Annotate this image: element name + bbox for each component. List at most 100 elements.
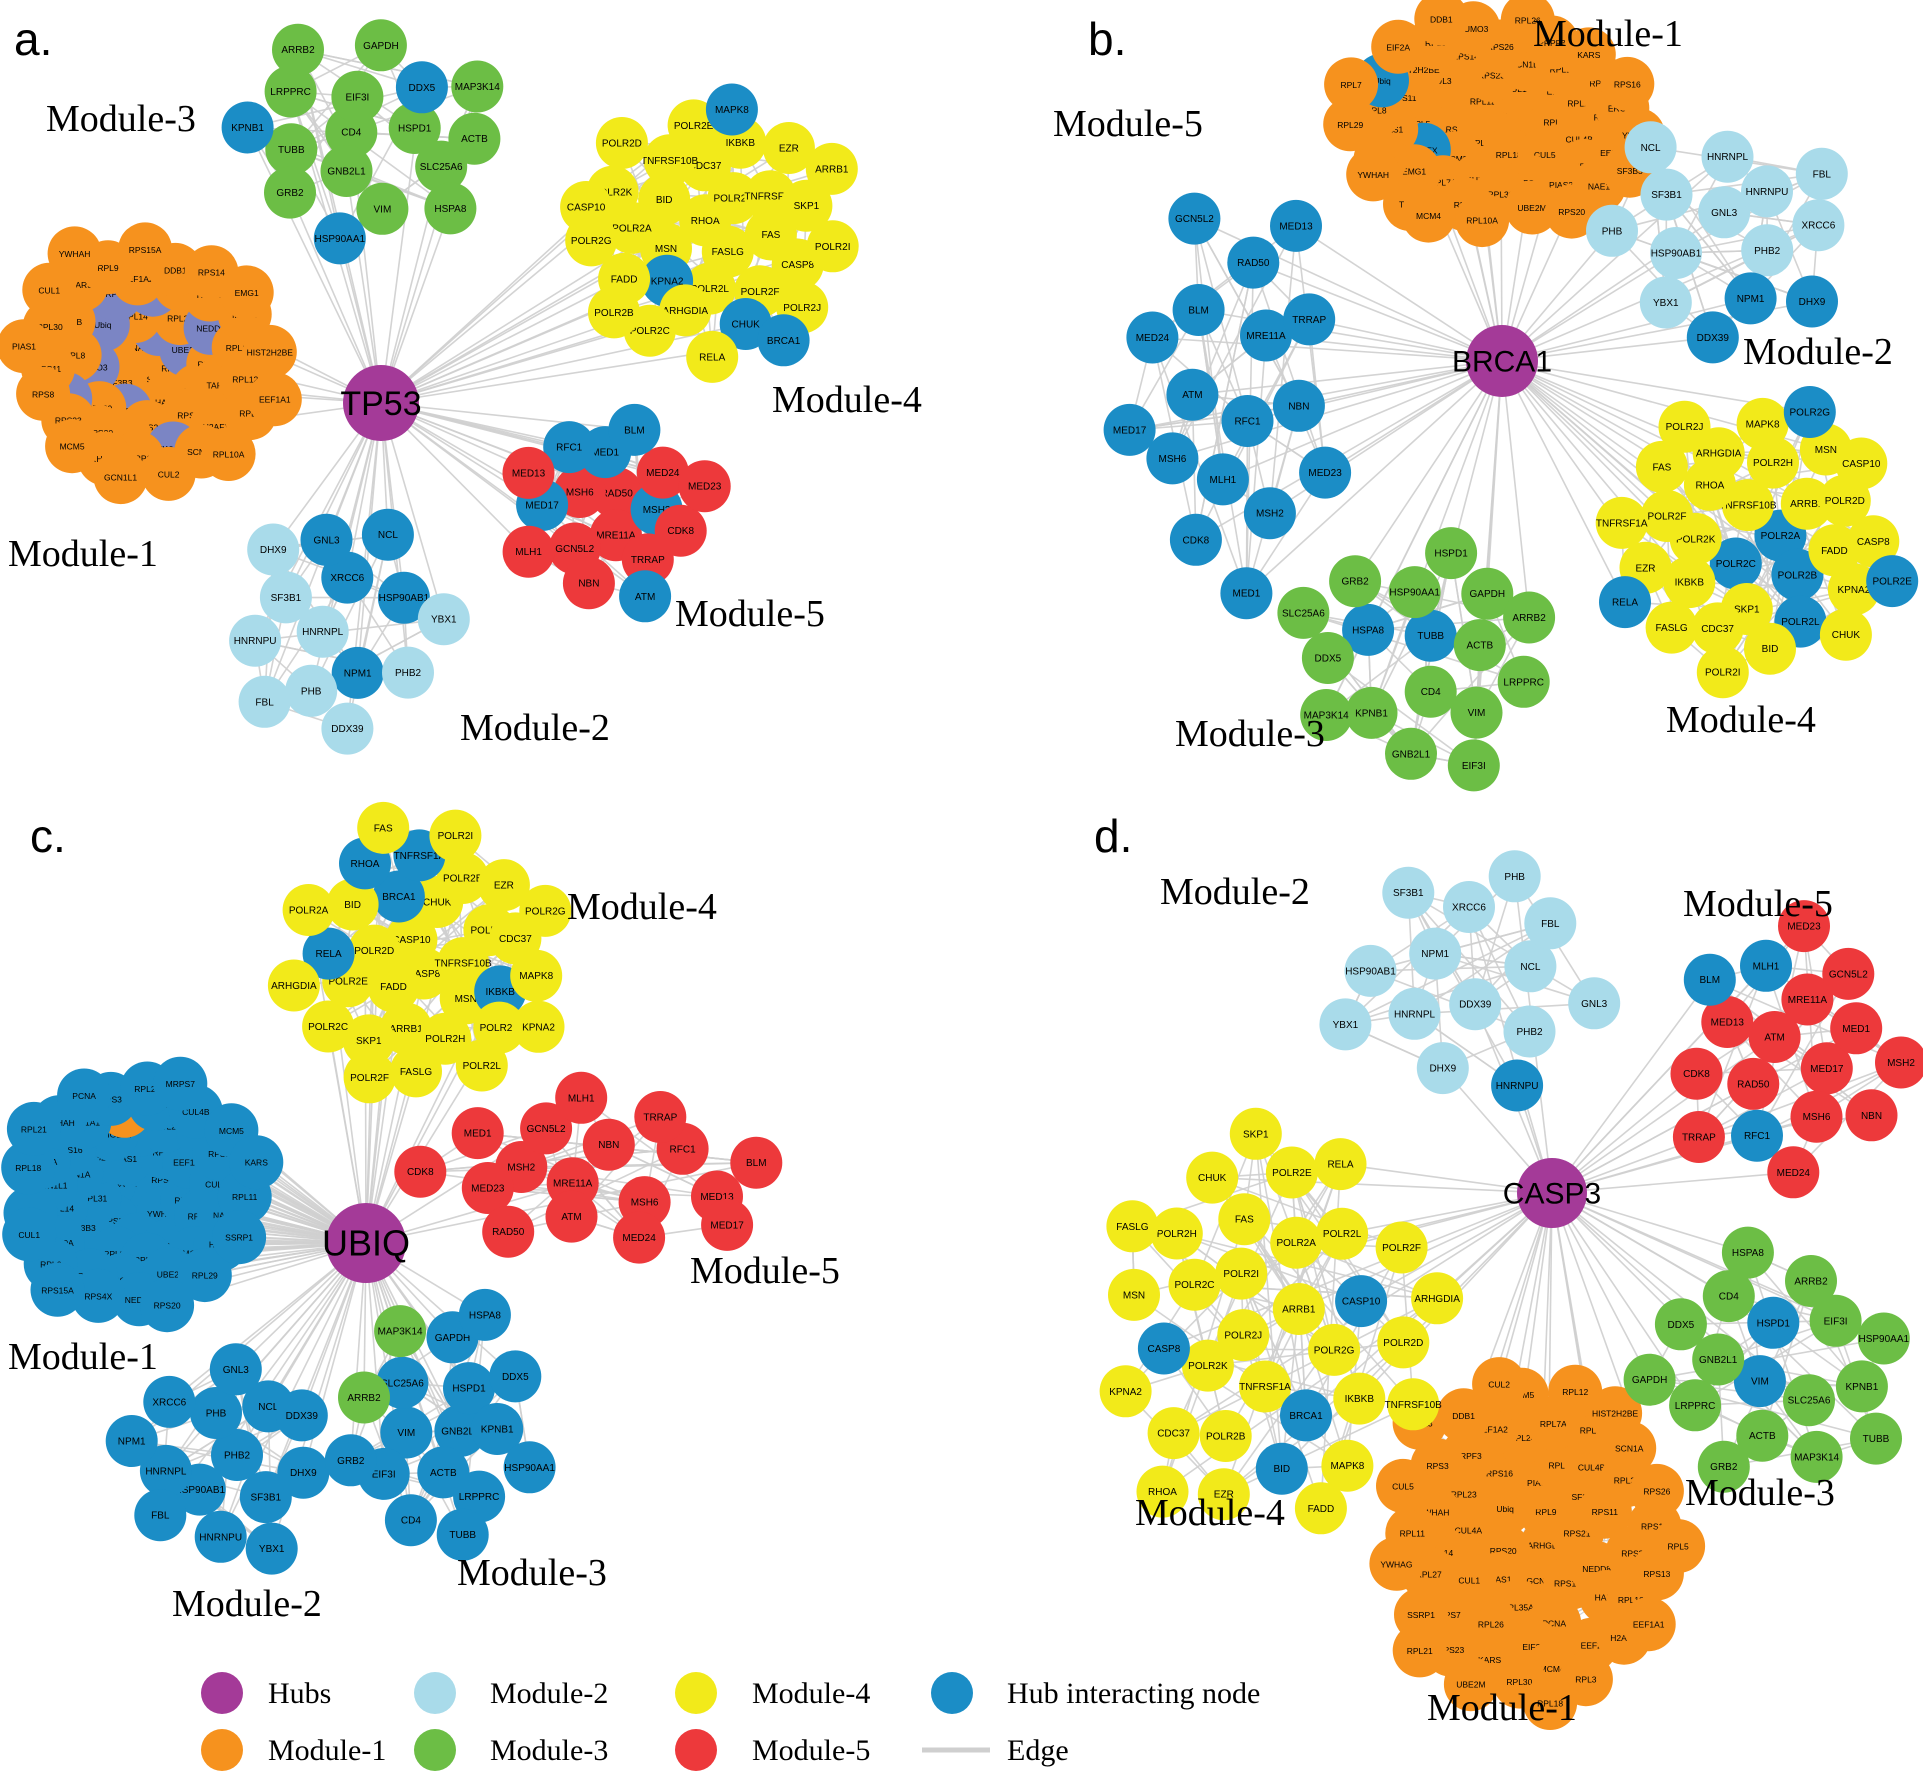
node-ARRB1 [1780,477,1833,530]
node-VIM [1733,1355,1786,1408]
node-DDB1 [1414,0,1469,46]
node-CHUK [1819,608,1872,661]
node-YBX1 [417,593,470,646]
node-MCM4 [1401,188,1456,243]
node-RELA [1314,1138,1367,1191]
node-PHB2 [1741,224,1794,277]
node-BID [1744,622,1796,675]
node-CASP10 [1835,437,1888,490]
node-RAD50 [1227,236,1280,289]
node-CDK8 [654,504,707,557]
node-POLR2J [1217,1309,1270,1362]
legend-swatch-module-4 [675,1672,717,1714]
node-RPL5 [1651,1519,1706,1574]
node-RAD50 [482,1205,535,1258]
node-ARHGDIA [267,959,320,1012]
node-DDX5 [489,1350,542,1403]
node-RPS26 [1629,1463,1684,1518]
node-CD4 [1404,665,1457,718]
node-TNFRSF1A [1595,496,1648,549]
node-LRPPRC [1497,655,1550,708]
node-RAD50 [1727,1057,1780,1110]
hub-label-TP53: TP53 [340,385,421,423]
node-SF3B1 [1640,168,1693,221]
node-RPL18 [1523,1676,1578,1730]
node-SF3B1 [1382,866,1435,919]
node-XRCC6 [143,1375,196,1428]
node-GCN5L2 [1822,947,1875,1000]
node-MAPK8 [1736,397,1789,450]
node-SLC25A6 [1277,586,1330,639]
node-RPL29 [177,1248,232,1303]
hub-label-UBIQ: UBIQ [322,1223,410,1264]
module-title-a-module-3: Module-3 [46,98,196,140]
node-MSH6 [1146,432,1199,485]
node-BLM [608,403,661,456]
node-EZR [762,122,815,174]
legend-swatch-hubs [201,1672,243,1714]
node-BID [326,878,379,931]
hub-node-TP53 [343,365,419,441]
node-CD4 [1702,1270,1755,1323]
node-PHB2 [382,646,434,699]
legend-label-hubs: Hubs [268,1677,331,1710]
node-SF3B1 [239,1471,292,1524]
node-POLR2I [806,220,859,273]
node-ARRB1 [805,142,858,195]
node-HSP90AA1 [313,212,366,265]
node-YBX1 [245,1522,298,1575]
module-title-b-module-3: Module-3 [1175,713,1325,755]
node-HSP90AA1 [1857,1312,1910,1365]
node-HSPD1 [388,102,441,154]
node-MLH1 [555,1071,608,1124]
module-title-a-module-5: Module-5 [675,593,825,635]
node-POLR2I [1215,1247,1268,1300]
node-ACTB [448,112,501,165]
node-PHB [190,1387,242,1439]
node-NBN [582,1118,635,1171]
node-KARS [229,1135,284,1190]
node-NCL [1504,940,1557,993]
hub-node-UBIQ [326,1203,406,1283]
node-SKP1 [780,179,833,232]
node-ATM [1166,368,1219,421]
node-TRRAP [1672,1111,1725,1163]
node-POLR2F [343,1051,396,1104]
node-TNFRSF10B [1721,479,1774,532]
node-CASP10 [560,181,613,233]
node-GNB2L1 [1692,1333,1745,1386]
node-FAS [1635,440,1688,493]
legend-label-module-5: Module-5 [752,1734,870,1767]
node-NPM1 [1409,927,1462,980]
node-ARRB2 [1785,1255,1837,1307]
node-DDX5 [1654,1298,1707,1351]
node-DHX9 [1786,275,1838,328]
module-title-b-module-1: Module-1 [1533,13,1683,55]
node-HSP90AB1 [1344,944,1397,997]
node-HSPD1 [1425,527,1478,580]
node-DHX9 [247,523,300,576]
node-MSH2 [1875,1036,1923,1089]
node-NBN [1845,1089,1898,1142]
node-YBX1 [1319,998,1372,1051]
node-HNRNPU [229,614,282,667]
node-NPM1 [1724,272,1777,325]
node-PIAS1 [0,319,51,374]
node-HSP90AA1 [1388,566,1441,619]
node-MED13 [1701,996,1754,1048]
node-DDX39 [1686,311,1739,364]
node-HSPD1 [443,1362,495,1415]
node-ARHGDIA [1411,1272,1464,1325]
node-ARRB1 [1272,1283,1325,1335]
node-POLR2L [455,1039,508,1092]
module-title-c-module-5: Module-5 [690,1250,840,1292]
node-TUBB [265,123,318,176]
node-EEF1A1 [1621,1597,1676,1652]
node-DDB1 [1436,1388,1491,1443]
node-POLR2C [1168,1258,1221,1311]
node-GCN5L2 [1168,192,1221,245]
node-HIST2H2BE [1588,1386,1643,1441]
node-HSP90AA1 [503,1441,556,1494]
